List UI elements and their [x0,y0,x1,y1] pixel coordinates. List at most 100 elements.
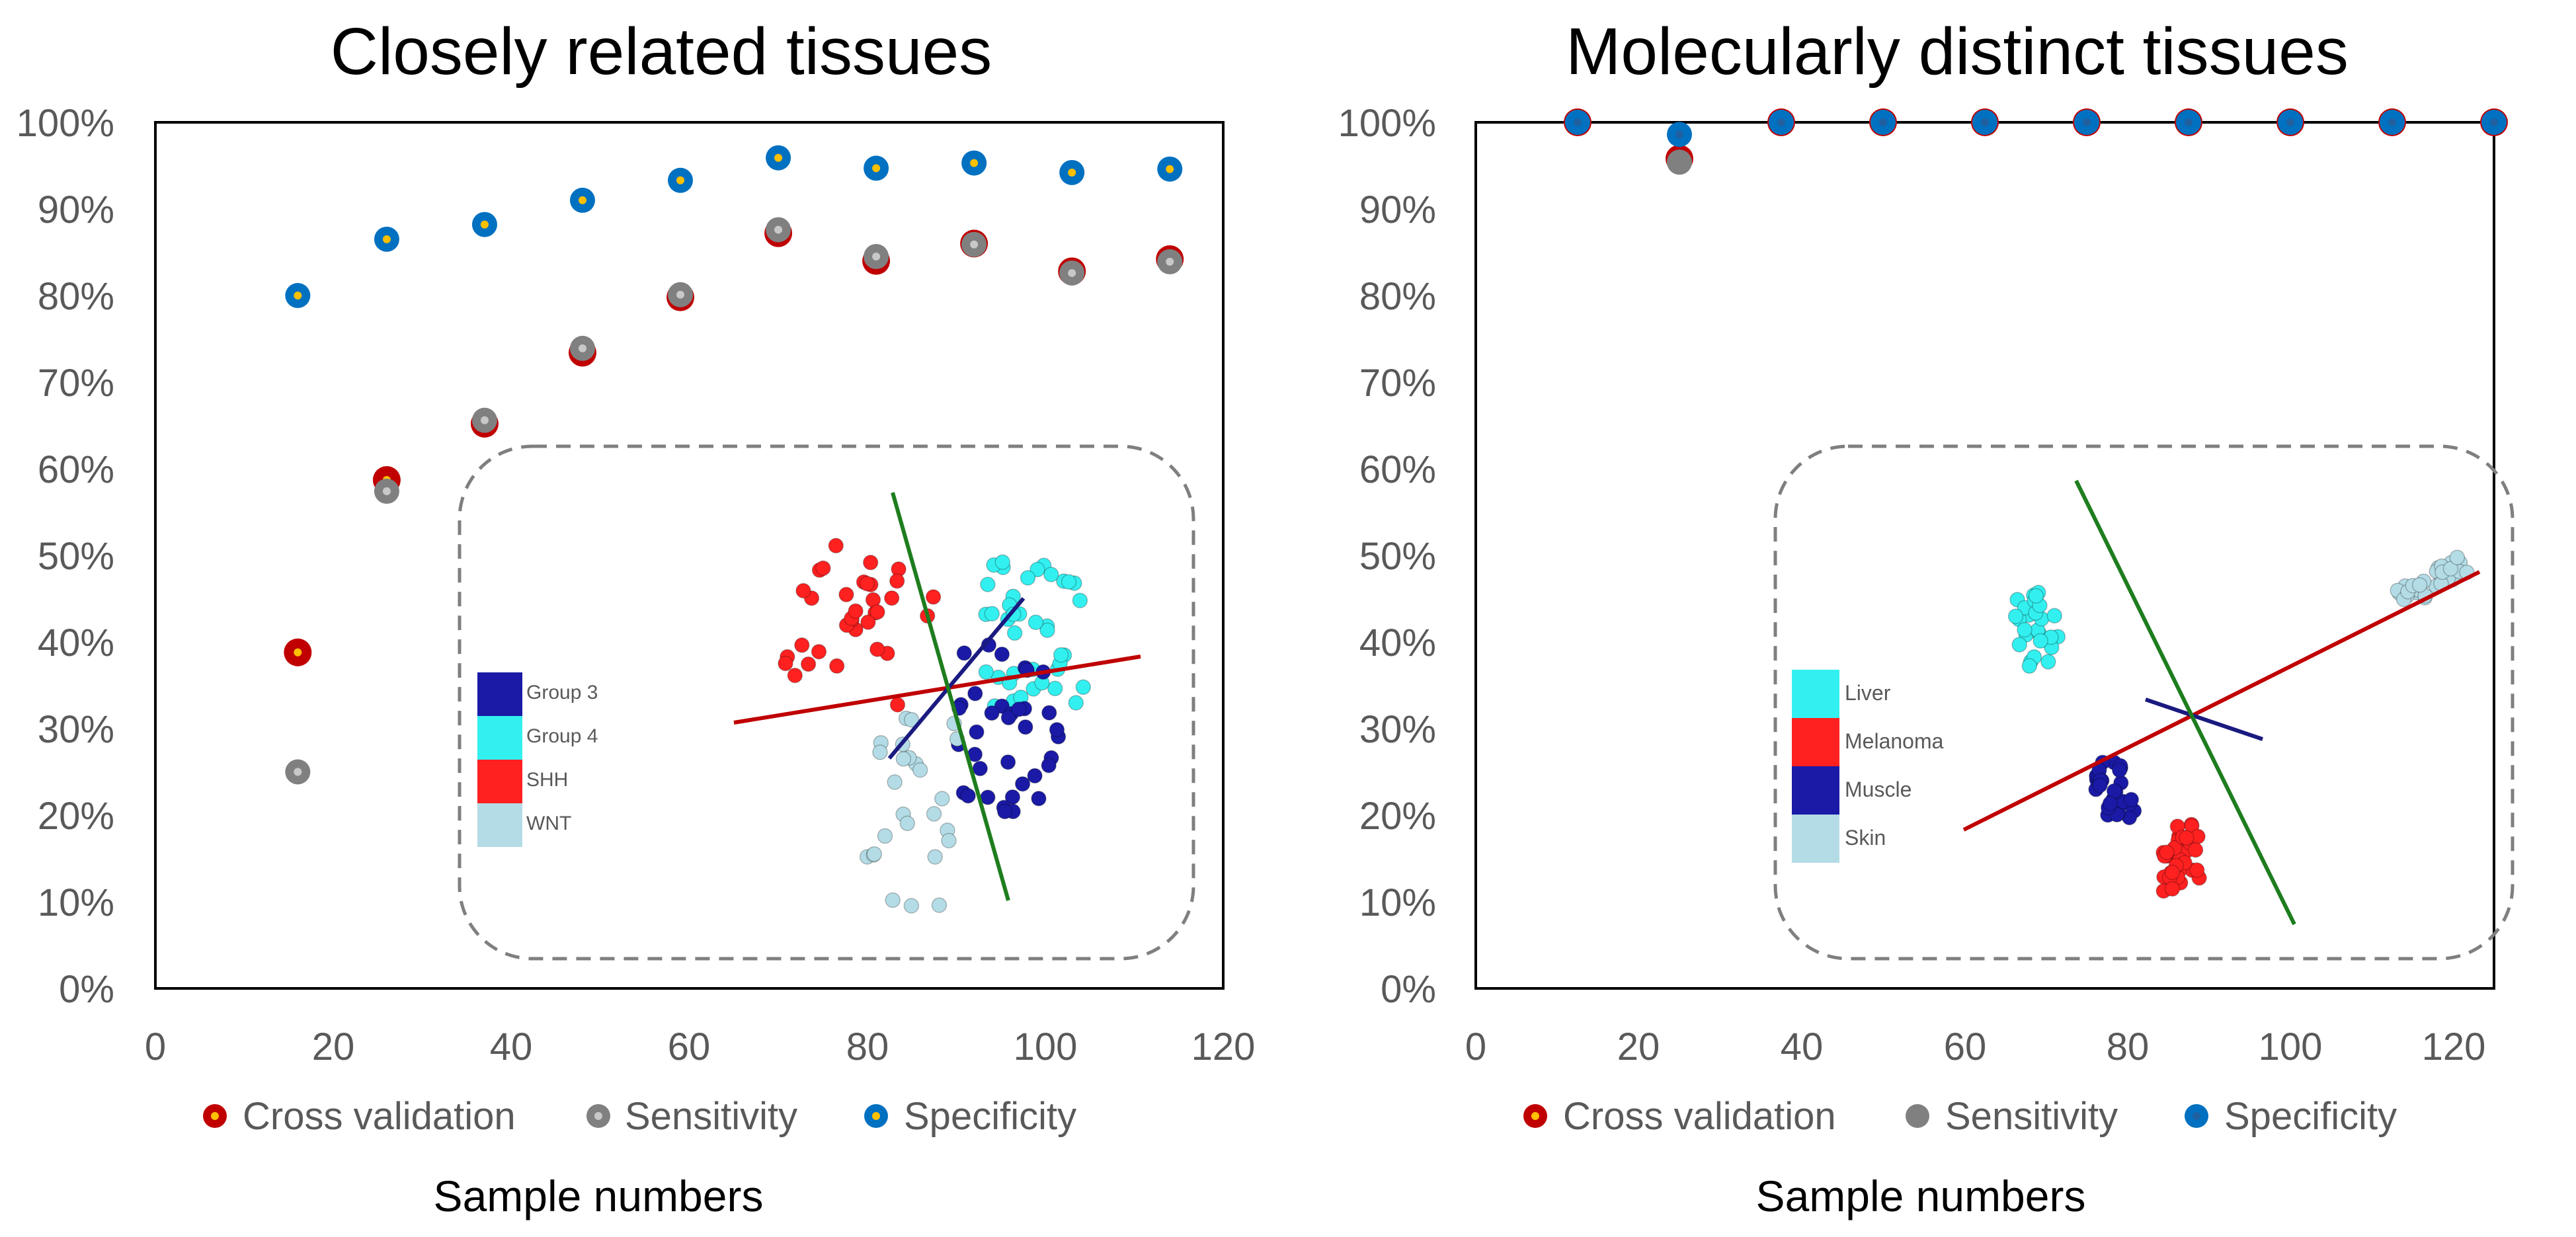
group3-sample-point [960,787,976,804]
specificity-point-center [2185,118,2193,126]
x-tick-label: 20 [1617,1025,1660,1068]
x-tick-label: 40 [490,1025,533,1068]
x-tick-label: 60 [1944,1025,1987,1068]
specificity-point-center [1675,130,1683,139]
group4-sample-point [1072,592,1088,608]
specificity-point-center [1777,118,1785,126]
group4-sample-point [1027,614,1044,630]
wnt-sample-point [872,744,888,760]
sensitivity-point-center [774,225,783,234]
specificity-point-center [774,153,783,162]
liver-sample-point [2046,608,2062,624]
inset-frame [1773,444,2515,961]
inset-cluster-plot: Liver Melanoma Muscle Skin [1773,444,2515,961]
melanoma-sample-point [2159,844,2175,860]
legend-label: Cross validation [1563,1095,1836,1138]
y-tick-label: 80% [38,275,114,318]
inset-axis-navy [2145,698,2263,741]
legend-swatch-muscle [1792,766,1839,815]
specificity-point-center [970,159,979,167]
skin-sample-point [2449,549,2466,565]
sensitivity-point-center [579,344,586,352]
shh-sample-point [925,589,942,605]
group3-sample-point [1027,768,1043,784]
wnt-sample-point [887,774,903,790]
group3-sample-point [972,760,988,777]
group4-sample-point [1061,574,1077,590]
wnt-sample-point [903,898,920,914]
inset-axis-red [1962,570,2481,832]
x-axis: 0 20 40 60 80 100 120 [145,1025,1256,1068]
wnt-sample-point [895,751,912,767]
chart-closely-related: Closely related tissues 0% 10% 20% 30% 4… [17,15,1256,1220]
melanoma-sample-point [2189,862,2205,878]
muscle-sample-point [2123,791,2140,808]
shh-sample-point [811,643,827,660]
specificity-point-center [1068,168,1076,177]
legend-label: Group 3 [526,682,598,703]
group3-sample-point [996,803,1013,820]
legend-marker-dot [1531,1112,1539,1120]
chart-molecularly-distinct: Molecularly distinct tissues 0% 10% 20% … [1338,15,2515,1220]
skin-sample-point [2411,577,2428,593]
y-tick-label: 100% [17,102,114,145]
legend-swatch-group3 [477,672,522,716]
group4-sample-point [984,606,1000,621]
legend-label: Group 4 [526,725,598,747]
group4-sample-point [1039,622,1055,638]
wnt-sample-point [926,806,942,822]
group3-sample-point [1049,722,1065,738]
inset-axis-navy [887,597,1026,760]
liver-sample-point [2007,608,2024,624]
x-axis: 0 20 40 60 80 100 120 [1465,1025,2486,1068]
shh-sample-point [862,555,879,571]
specificity-point-center [1879,118,1887,126]
shh-sample-point [889,697,906,713]
sensitivity-point [1667,149,1692,175]
melanoma-sample-point [2179,830,2194,846]
group4-sample-point [1006,625,1023,641]
inset-legend: Group 3 Group 4 SHH WNT [477,672,598,847]
y-tick-label: 40% [1359,621,1436,664]
wnt-sample-point [941,832,957,849]
y-axis: 0% 10% 20% 30% 40% 50% 60% 70% 80% 90% 1… [1338,102,1436,1011]
sensitivity-point-center [872,253,881,261]
group3-sample-point [1041,757,1057,774]
group4-sample-point [978,664,994,680]
group3-sample-point [1041,705,1057,721]
plot-area [1474,121,2495,990]
x-tick-label: 100 [1014,1025,1078,1068]
y-tick-label: 0% [1381,968,1436,1011]
group4-sample-point [980,577,996,592]
chart-legend: Cross validation Sensitivity Specificity [203,1095,1076,1138]
x-tick-label: 80 [846,1025,889,1068]
specificity-point-center [872,164,881,173]
specificity-point-center [2490,118,2498,126]
legend-label: Sensitivity [1945,1095,2118,1138]
legend-swatch-group4 [477,716,522,760]
muscle-sample-point [2111,762,2128,778]
group4-sample-point [1043,567,1059,582]
specificity-point-center [294,292,302,299]
x-axis-label: Sample numbers [1756,1172,2086,1220]
y-tick-label: 60% [38,448,114,491]
muscle-sample-point [2092,777,2108,793]
legend-label: Skin [1845,826,1886,850]
legend-label: Cross validation [243,1095,516,1138]
legend-swatch-skin [1792,815,1839,863]
shh-sample-point [889,573,905,589]
y-tick-label: 90% [1359,188,1436,231]
y-tick-label: 10% [1359,881,1436,924]
legend-marker-dot [594,1112,602,1120]
wnt-sample-point [877,828,893,844]
y-tick-label: 10% [38,881,114,924]
inset-axis-green [891,492,1010,901]
liver-sample-point [2021,658,2038,674]
shh-sample-point [869,641,885,657]
x-tick-label: 0 [145,1025,166,1068]
shh-sample-point [795,582,811,599]
legend-label: Liver [1845,681,1891,705]
group3-sample-point [1000,709,1017,726]
legend-label: Specificity [2224,1095,2397,1138]
legend-swatch-shh [477,760,522,803]
